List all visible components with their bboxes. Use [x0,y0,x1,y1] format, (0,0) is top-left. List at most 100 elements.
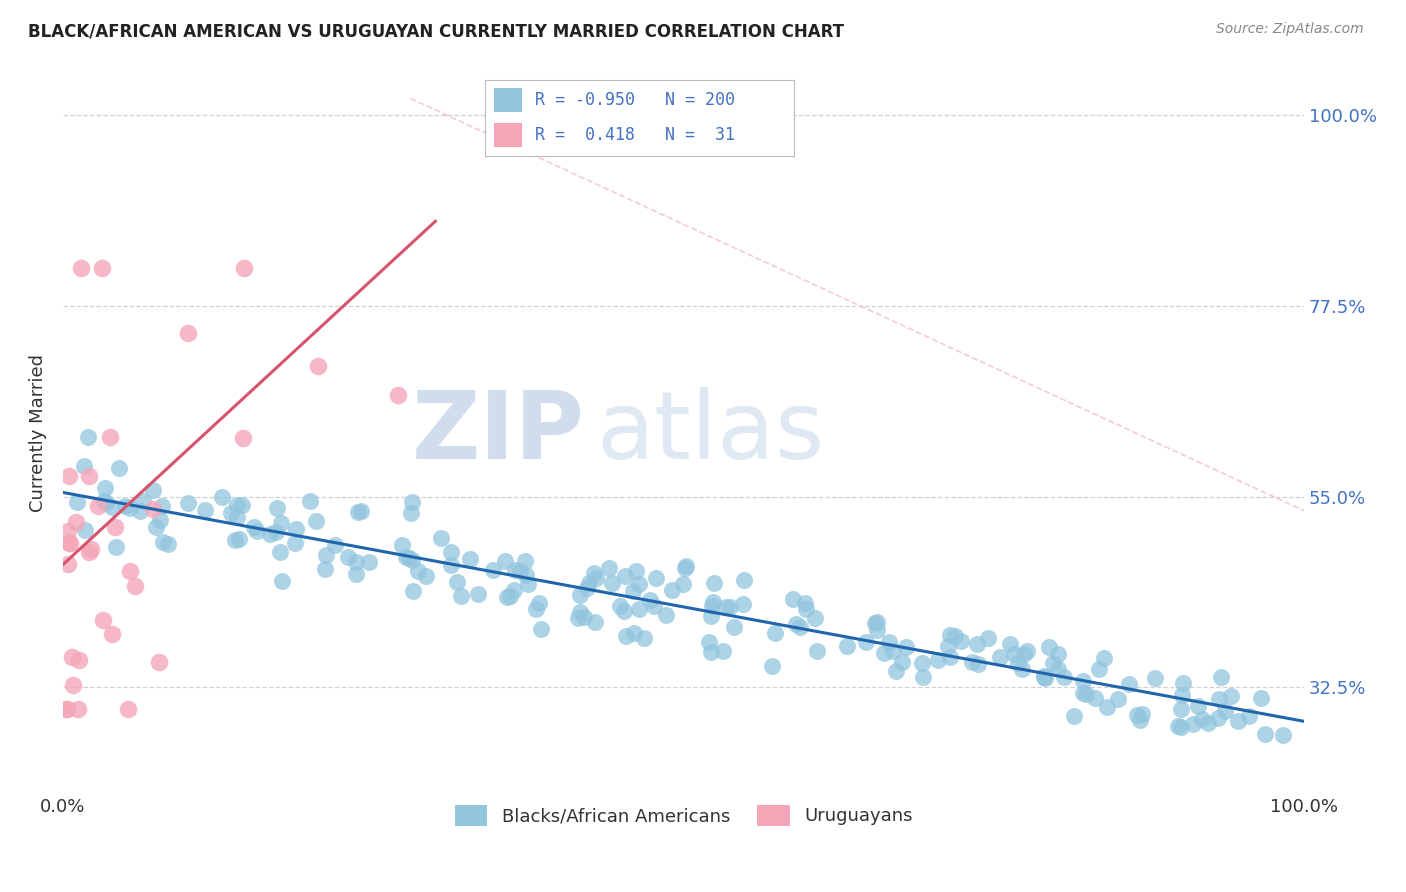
Point [703,576,725,591]
Point [1220,689,1243,703]
Point [911,656,934,670]
Point [714,599,737,614]
Point [93,614,115,628]
Point [1167,719,1189,733]
Point [118,564,141,578]
Point [391,538,413,552]
Point [1118,677,1140,691]
Point [298,493,321,508]
Point [1097,699,1119,714]
Point [232,431,254,445]
Point [1197,716,1219,731]
Point [62,677,84,691]
Point [1007,656,1029,670]
Point [794,596,817,610]
Point [105,540,128,554]
Point [1038,640,1060,655]
Point [614,569,637,583]
Point [1126,707,1149,722]
Point [966,657,988,671]
Point [643,599,665,614]
Point [1170,720,1192,734]
Point [990,650,1012,665]
Point [56,557,79,571]
Point [673,561,696,575]
Point [152,535,174,549]
Point [1015,644,1038,658]
Point [65,515,87,529]
Point [638,593,661,607]
Point [93,494,115,508]
Point [761,659,783,673]
Point [495,590,517,604]
Point [675,558,697,573]
Point [613,604,636,618]
Point [530,622,553,636]
Point [1011,662,1033,676]
Point [350,504,373,518]
Point [347,505,370,519]
Point [1074,687,1097,701]
Point [467,587,489,601]
Point [733,573,755,587]
Point [243,519,266,533]
Point [450,589,472,603]
Point [58,469,80,483]
Point [1129,714,1152,728]
Point [1033,671,1056,685]
Point [583,566,606,581]
Point [494,553,516,567]
Point [572,609,595,624]
Point [73,458,96,473]
Text: atlas: atlas [596,387,825,479]
Point [93,481,115,495]
Text: ZIP: ZIP [412,387,585,479]
Point [911,670,934,684]
Point [598,561,620,575]
Point [499,589,522,603]
Point [148,656,170,670]
Point [91,260,114,275]
Point [1012,647,1035,661]
Text: BLACK/AFRICAN AMERICAN VS URUGUAYAN CURRENTLY MARRIED CORRELATION CHART: BLACK/AFRICAN AMERICAN VS URUGUAYAN CURR… [28,22,844,40]
Point [67,653,90,667]
Point [142,483,165,497]
Point [785,616,807,631]
Point [609,599,631,614]
Point [401,494,423,508]
Point [398,551,420,566]
Point [939,649,962,664]
Point [1209,670,1232,684]
Point [344,567,367,582]
Point [1250,690,1272,705]
Point [939,628,962,642]
Point [224,533,246,547]
Point [1033,669,1056,683]
Point [440,558,463,572]
Point [1053,670,1076,684]
Point [58,524,80,539]
Point [1143,671,1166,685]
Point [866,623,889,637]
Point [415,569,437,583]
Point [503,583,526,598]
Point [731,597,754,611]
Point [943,630,966,644]
Point [149,513,172,527]
Point [513,554,536,568]
Point [101,500,124,514]
Point [1107,692,1129,706]
Point [1000,638,1022,652]
Point [877,635,900,649]
Point [1092,650,1115,665]
Point [1033,670,1056,684]
Point [873,646,896,660]
Point [399,507,422,521]
Point [517,576,540,591]
Point [583,615,606,629]
Point [59,536,82,550]
Bar [495,123,522,147]
Point [104,520,127,534]
Point [569,588,592,602]
Point [98,430,121,444]
